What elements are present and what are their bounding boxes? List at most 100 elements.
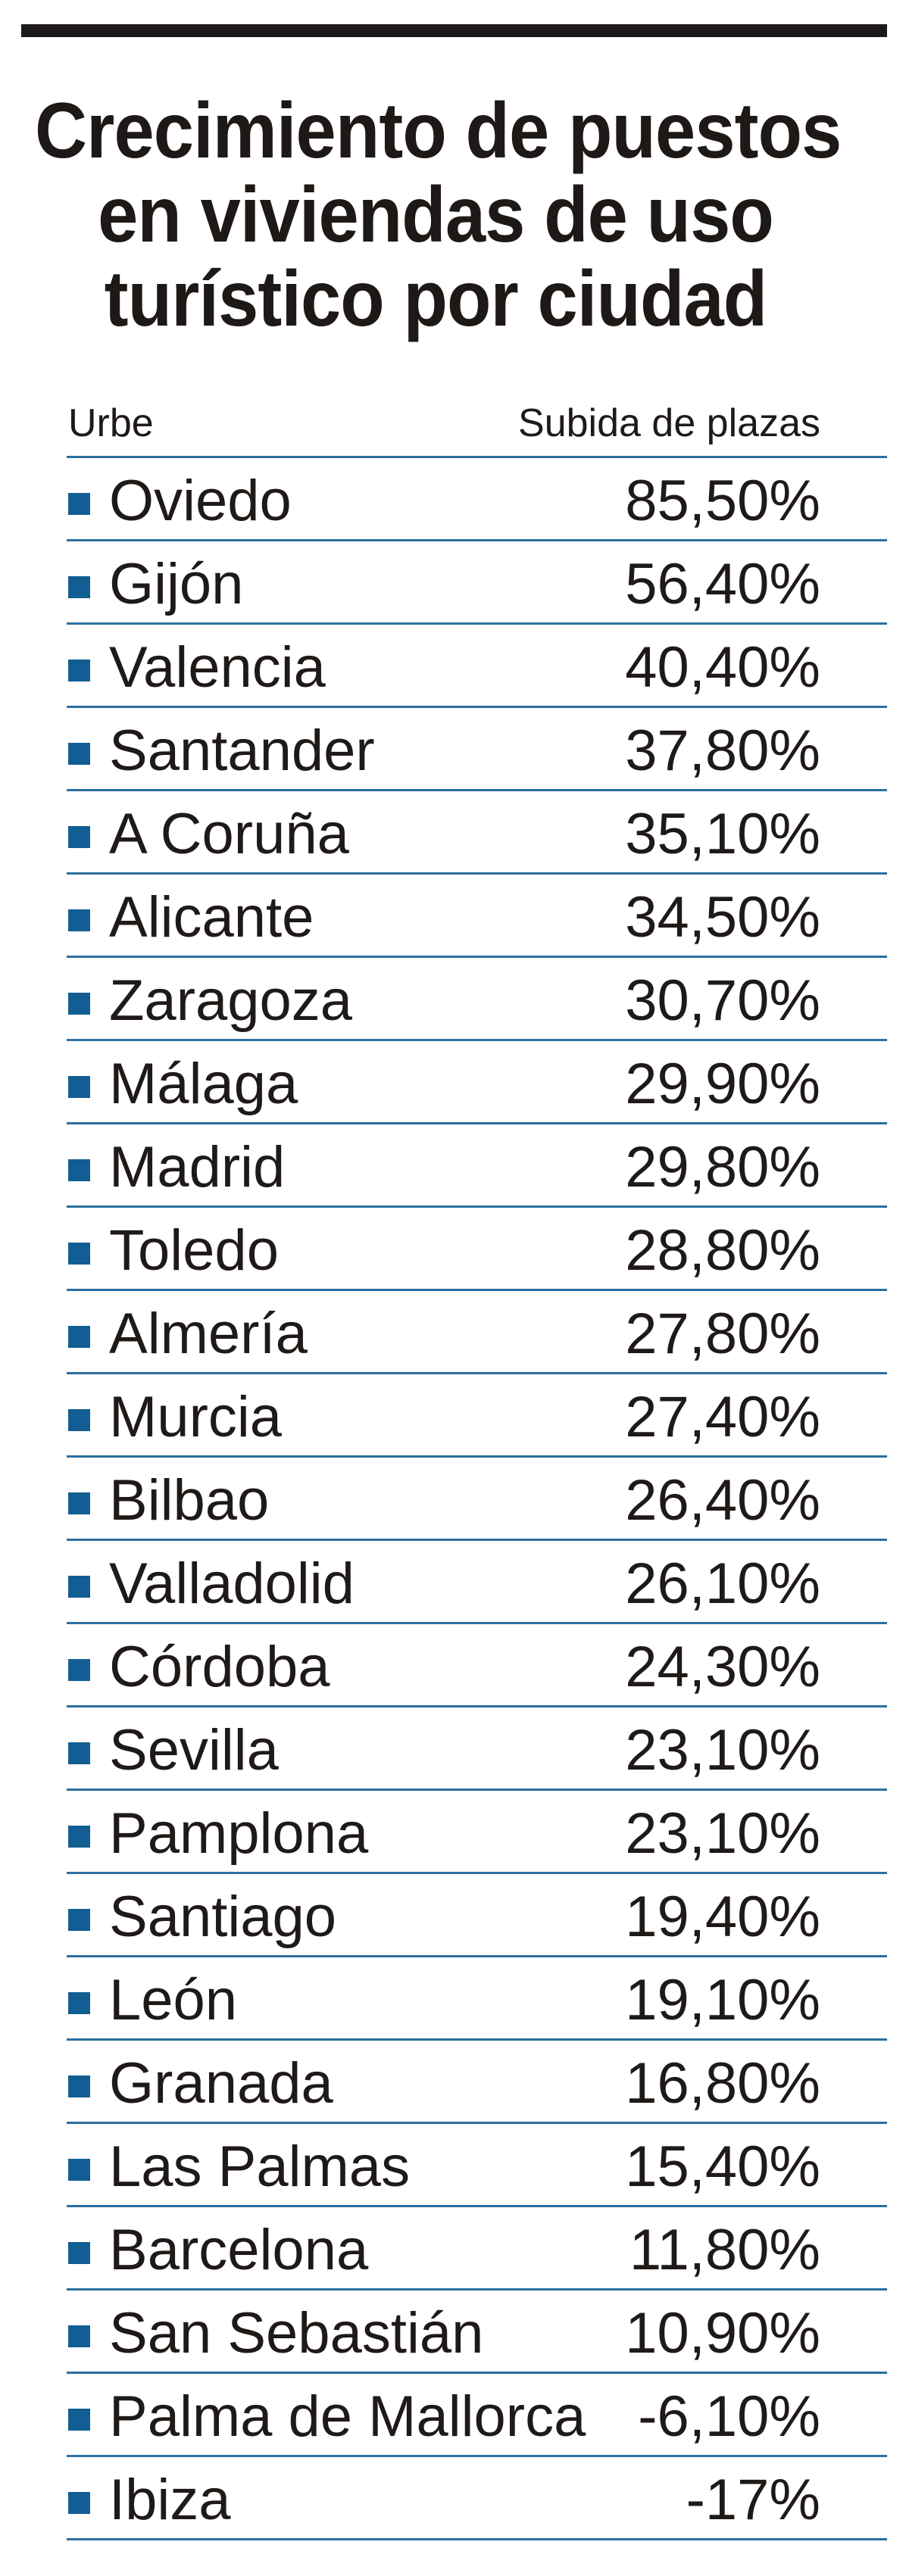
column-header-city: Urbe <box>68 401 154 445</box>
increase-value: 24,30% <box>625 1635 820 1699</box>
increase-value: -6,10% <box>638 2384 820 2449</box>
table-row: Gijón 56,40% <box>67 541 887 625</box>
increase-value: 19,40% <box>625 1885 820 1949</box>
data-table: Oviedo 85,50% Gijón 56,40% Valencia 40,40% San… <box>67 456 887 2540</box>
city-name: Bilbao <box>109 1468 270 1533</box>
city-name: Palma de Mallorca <box>109 2384 586 2449</box>
square-bullet-icon <box>68 1909 90 1931</box>
square-bullet-icon <box>68 1576 90 1598</box>
increase-value: 37,80% <box>625 719 820 783</box>
square-bullet-icon <box>68 1159 90 1181</box>
city-name: Córdoba <box>109 1635 330 1699</box>
city-name: Toledo <box>109 1218 279 1283</box>
table-row: Santiago 19,40% <box>67 1874 887 1957</box>
increase-value: 35,10% <box>625 802 820 866</box>
city-name: A Coruña <box>109 802 349 866</box>
city-name: Santander <box>109 719 375 783</box>
city-name: Santiago <box>109 1885 337 1949</box>
city-name: Málaga <box>109 1052 298 1116</box>
table-row: San Sebastián 10,90% <box>67 2291 887 2374</box>
increase-value: 11,80% <box>629 2218 820 2282</box>
square-bullet-icon <box>68 1492 90 1514</box>
title-line-3: turístico por ciudad <box>104 255 768 343</box>
increase-value: 15,40% <box>625 2135 820 2199</box>
square-bullet-icon <box>68 1409 90 1431</box>
table-row: Pamplona 23,10% <box>67 1791 887 1874</box>
city-name: Sevilla <box>109 1718 279 1782</box>
table-row: Valladolid 26,10% <box>67 1541 887 1624</box>
square-bullet-icon <box>68 2409 90 2431</box>
increase-value: 28,80% <box>625 1218 820 1283</box>
increase-value: 19,10% <box>625 1968 820 2032</box>
city-name: Valencia <box>109 635 326 700</box>
increase-value: 26,40% <box>625 1468 820 1533</box>
city-name: Madrid <box>109 1135 286 1199</box>
table-row: Alicante 34,50% <box>67 875 887 958</box>
page-title: Crecimiento de puestos en viviendas de u… <box>35 87 842 343</box>
table-row: Toledo 28,80% <box>67 1208 887 1291</box>
increase-value: 26,10% <box>625 1552 820 1616</box>
square-bullet-icon <box>68 993 90 1015</box>
table-row: A Coruña 35,10% <box>67 791 887 875</box>
square-bullet-icon <box>68 1992 90 2014</box>
increase-value: 23,10% <box>625 1718 820 1782</box>
square-bullet-icon <box>68 2075 90 2097</box>
table-row: Palma de Mallorca -6,10% <box>67 2374 887 2457</box>
square-bullet-icon <box>68 2159 90 2181</box>
city-name: Las Palmas <box>109 2135 411 2199</box>
table-body: Oviedo 85,50% Gijón 56,40% Valencia 40,40% San… <box>67 458 887 2540</box>
increase-value: 30,70% <box>625 968 820 1033</box>
city-name: Gijón <box>109 552 244 616</box>
table-row: Madrid 29,80% <box>67 1124 887 1208</box>
square-bullet-icon <box>68 1076 90 1098</box>
square-bullet-icon <box>68 493 90 515</box>
table-row: Valencia 40,40% <box>67 625 887 708</box>
square-bullet-icon <box>68 2325 90 2347</box>
city-name: Valladolid <box>109 1552 355 1616</box>
city-name: Pamplona <box>109 1801 369 1866</box>
increase-value: 29,80% <box>625 1135 820 1199</box>
table-row: Las Palmas 15,40% <box>67 2124 887 2207</box>
header-divider <box>67 456 887 458</box>
increase-value: 10,90% <box>625 2301 820 2365</box>
increase-value: 16,80% <box>625 2051 820 2116</box>
table-row: Barcelona 11,80% <box>67 2207 887 2291</box>
increase-value: 29,90% <box>625 1052 820 1116</box>
city-name: Almería <box>109 1302 308 1366</box>
square-bullet-icon <box>68 2492 90 2514</box>
city-name: Ibiza <box>109 2468 231 2532</box>
table-row: Murcia 27,40% <box>67 1374 887 1458</box>
table-row: Zaragoza 30,70% <box>67 958 887 1041</box>
table-row: Ibiza -17% <box>67 2457 887 2540</box>
increase-value: 56,40% <box>625 552 820 616</box>
increase-value: 27,80% <box>625 1302 820 1366</box>
city-name: Barcelona <box>109 2218 369 2282</box>
city-name: Murcia <box>109 1385 283 1449</box>
table-row: Santander 37,80% <box>67 708 887 791</box>
square-bullet-icon <box>68 1659 90 1681</box>
city-name: San Sebastián <box>109 2301 484 2365</box>
increase-value: 34,50% <box>625 885 820 950</box>
title-line-1: Crecimiento de puestos <box>35 87 842 175</box>
square-bullet-icon <box>68 1326 90 1348</box>
square-bullet-icon <box>68 660 90 681</box>
square-bullet-icon <box>68 1742 90 1764</box>
city-name: Zaragoza <box>109 968 353 1033</box>
square-bullet-icon <box>68 826 90 848</box>
city-name: Alicante <box>109 885 314 950</box>
table-row: Granada 16,80% <box>67 2041 887 2124</box>
increase-value: 40,40% <box>625 635 820 700</box>
city-name: Oviedo <box>109 469 292 533</box>
table-row: Almería 27,80% <box>67 1291 887 1374</box>
table-row: Málaga 29,90% <box>67 1041 887 1124</box>
increase-value: 27,40% <box>625 1385 820 1449</box>
square-bullet-icon <box>68 909 90 931</box>
increase-value: -17% <box>686 2468 820 2532</box>
title-line-2: en viviendas de uso <box>98 171 774 259</box>
table-row: Oviedo 85,50% <box>67 458 887 541</box>
square-bullet-icon <box>68 2242 90 2264</box>
column-header-increase: Subida de plazas <box>518 401 820 445</box>
table-row: Córdoba 24,30% <box>67 1624 887 1707</box>
square-bullet-icon <box>68 1826 90 1848</box>
table-row: León 19,10% <box>67 1957 887 2041</box>
